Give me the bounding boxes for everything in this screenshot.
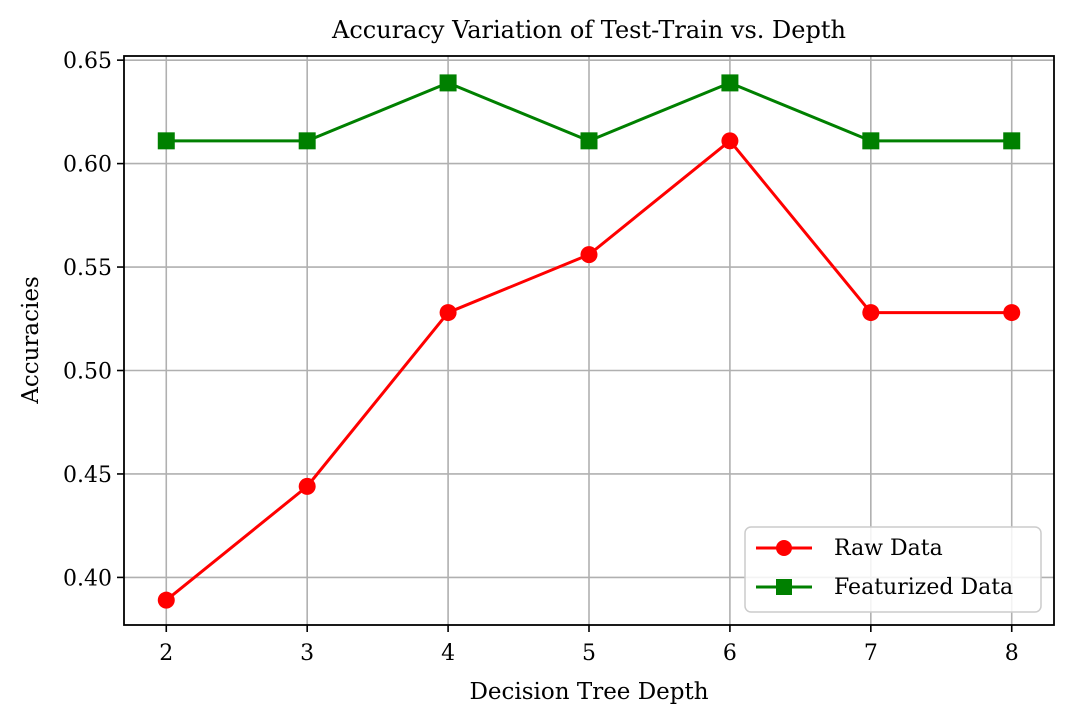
legend-marker-raw-data [776, 540, 792, 556]
x-tick-label: 2 [159, 641, 173, 666]
y-tick-label: 0.40 [63, 566, 112, 591]
legend-box [744, 526, 1042, 613]
x-tick-label: 8 [1005, 641, 1019, 666]
x-tick-label: 3 [300, 641, 314, 666]
x-axis-label: Decision Tree Depth [469, 679, 708, 705]
axis-ticks: 2 3 4 5 6 7 8 0.40 0.45 0.50 0.55 0.60 0.65 [63, 49, 1019, 666]
x-tick-label: 7 [864, 641, 878, 666]
y-tick-label: 0.60 [63, 153, 112, 178]
legend-marker-featurized-data [776, 579, 792, 595]
data-point-raw-data [439, 304, 457, 322]
chart-title: Accuracy Variation of Test-Train vs. Dep… [331, 16, 846, 44]
data-point-raw-data [1003, 304, 1021, 322]
y-tick-label: 0.55 [63, 256, 112, 281]
data-point-featurized-data [721, 74, 739, 92]
data-point-featurized-data [1003, 132, 1021, 150]
x-tick-label: 6 [723, 641, 737, 666]
data-point-raw-data [157, 591, 175, 609]
legend-label-featurized-data: Featurized Data [834, 575, 1013, 600]
data-point-raw-data [580, 246, 598, 264]
data-point-featurized-data [580, 132, 598, 150]
legend-label-raw-data: Raw Data [834, 536, 943, 561]
y-tick-label: 0.65 [63, 49, 112, 74]
y-tick-label: 0.50 [63, 360, 112, 385]
y-axis-label: Accuracies [18, 276, 44, 405]
series-layer [157, 74, 1021, 609]
grid [124, 56, 1054, 625]
legend: Raw Data Featurized Data [744, 526, 1042, 613]
data-point-featurized-data [439, 74, 457, 92]
data-point-featurized-data [298, 132, 316, 150]
data-point-raw-data [298, 477, 316, 495]
x-tick-label: 5 [582, 641, 596, 666]
y-tick-label: 0.45 [63, 463, 112, 488]
data-point-raw-data [721, 132, 739, 150]
data-point-featurized-data [157, 132, 175, 150]
x-tick-label: 4 [441, 641, 455, 666]
data-point-featurized-data [862, 132, 880, 150]
data-point-raw-data [862, 304, 880, 322]
